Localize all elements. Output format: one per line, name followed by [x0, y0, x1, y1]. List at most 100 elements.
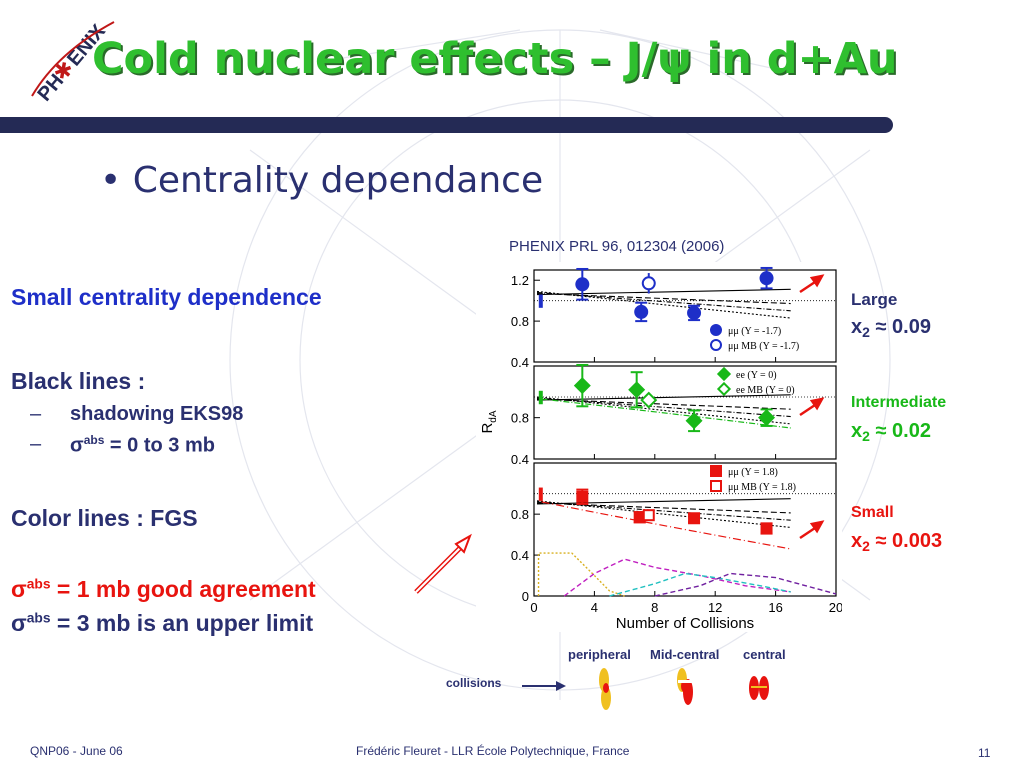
dash-marker: – [30, 433, 42, 455]
panel-frame [533, 462, 837, 597]
upper-limit-label: = 3 mb is an upper limit [50, 610, 314, 636]
x-subscript: 2 [862, 324, 870, 340]
large-x-value: x2 ≈ 0.09 [851, 316, 931, 340]
small-dependence-text: Small centrality dependence [11, 284, 322, 310]
x-subscript: 2 [862, 428, 870, 444]
x-symbol: x [851, 420, 863, 442]
collisions-arrow [522, 681, 566, 691]
phenix-logo: PH ✱ ENIX [31, 20, 115, 106]
theory-curve [536, 396, 791, 425]
legend-marker [710, 339, 722, 351]
y-tick-label: 0 [522, 589, 529, 604]
bullet-text: Centrality dependance [132, 160, 544, 201]
good-agreement-text: σabs = 1 mb good agreement [11, 576, 316, 603]
y-tick-label: 0.8 [511, 411, 529, 426]
bullet-dot: • [100, 160, 133, 201]
systematic-bar [538, 294, 543, 308]
data-point [688, 512, 701, 525]
mid-central-label: Mid-central [650, 647, 720, 662]
data-point [687, 305, 702, 320]
y-tick-label: 0.4 [511, 452, 529, 467]
black-lines-heading: Black lines : [11, 368, 146, 394]
mb-data-point [640, 391, 658, 409]
data-point [759, 271, 774, 286]
mid-central-nuclei-icon [677, 668, 693, 705]
dash-marker: – [30, 403, 42, 425]
data-point [634, 304, 649, 319]
fgs-curve [541, 501, 791, 550]
intermediate-x-number: ≈ 0.02 [875, 420, 931, 442]
legend-label: ee (Y = 0) [736, 370, 777, 381]
legend-label: μμ MB (Y = -1.7) [728, 341, 799, 352]
y-axis-subscript: dA [488, 410, 499, 423]
x-tick-label: 16 [768, 600, 782, 615]
chart-root: 0.4 0.8 1.2 μμ (Y = -1.7) μμ MB (Y = -1.7) 0.… [479, 266, 842, 632]
reference-citation: PHENIX PRL 96, 012304 (2006) [509, 238, 725, 255]
legend-label: ee MB (Y = 0) [736, 385, 795, 396]
chart-background [476, 262, 842, 632]
y-tick-label: 0.8 [511, 507, 529, 522]
sigma-symbol: σ [11, 610, 27, 636]
pointer-arrow [414, 533, 472, 594]
x-tick-label: 12 [708, 600, 722, 615]
abs-superscript: abs [26, 610, 51, 626]
footer-conference: QNP06 - June 06 [30, 744, 123, 758]
peripheral-label: peripheral [568, 647, 631, 662]
x-tick-label: 4 [591, 600, 598, 615]
small-x-number: ≈ 0.003 [875, 530, 943, 552]
agreement-text: = 1 mb good agreement [50, 576, 316, 602]
small-x-value: x2 ≈ 0.003 [851, 530, 942, 554]
data-point [575, 277, 590, 292]
x-subscript: 2 [862, 538, 870, 554]
theory-curve [536, 501, 791, 521]
rda-chart: 0.4 0.8 1.2 μμ (Y = -1.7) μμ MB (Y = -1.7) 0.… [476, 262, 842, 632]
sigma-range-item: – σabs = 0 to 3 mb [30, 433, 215, 458]
title-divider-bar [0, 117, 893, 133]
intermediate-x-label: Intermediate [851, 394, 947, 411]
sigma-symbol: σ [70, 434, 84, 457]
shadowing-item: – shadowing EKS98 [30, 403, 244, 426]
y-tick-label: 0.4 [511, 355, 529, 370]
y-tick-label: 0.8 [511, 314, 529, 329]
sigma-range-text: = 0 to 3 mb [104, 434, 215, 457]
legend-label: μμ (Y = 1.8) [728, 467, 778, 478]
page-number: 11 [978, 746, 991, 760]
theory-curve [536, 502, 791, 514]
theory-curve [536, 500, 791, 529]
intermediate-x-value: x2 ≈ 0.02 [851, 420, 931, 444]
large-x-number: ≈ 0.09 [875, 316, 931, 338]
data-point [685, 412, 703, 430]
centrality-distribution [563, 558, 791, 597]
color-lines-heading: Color lines : FGS [11, 505, 198, 531]
theory-curve [537, 394, 791, 401]
theory-curve [536, 290, 791, 319]
panel-arrows [799, 274, 825, 540]
data-point [758, 409, 776, 427]
slide-title: Cold nuclear effects – J/ψ in d+Au [92, 34, 898, 84]
abs-superscript: abs [83, 433, 105, 447]
x-symbol: x [851, 530, 863, 552]
centrality-distribution [537, 552, 625, 597]
legend-label: μμ (Y = -1.7) [728, 326, 781, 337]
systematic-bar [538, 390, 543, 405]
theory-curve [536, 292, 791, 305]
fgs-curve [541, 398, 791, 429]
x-tick-label: 8 [651, 600, 658, 615]
bullet-point: • Centrality dependance [100, 160, 543, 201]
legend-marker [710, 324, 722, 336]
footer-author: Frédéric Fleuret - LLR École Polytechniq… [356, 744, 630, 758]
collisions-label: collisions [446, 676, 502, 690]
theory-curve [536, 398, 791, 410]
panel-frame [533, 269, 837, 363]
sigma-symbol: σ [11, 576, 27, 602]
mb-data-point [641, 276, 656, 291]
data-point [760, 522, 773, 535]
central-label: central [743, 647, 786, 662]
legend-marker [710, 465, 722, 477]
centrality-distribution [609, 572, 791, 597]
theory-curve [536, 397, 791, 418]
x-tick-label: 0 [530, 600, 537, 615]
y-tick-label: 1.2 [511, 273, 529, 288]
shadowing-text: shadowing EKS98 [70, 403, 244, 425]
x-symbol: x [851, 316, 863, 338]
